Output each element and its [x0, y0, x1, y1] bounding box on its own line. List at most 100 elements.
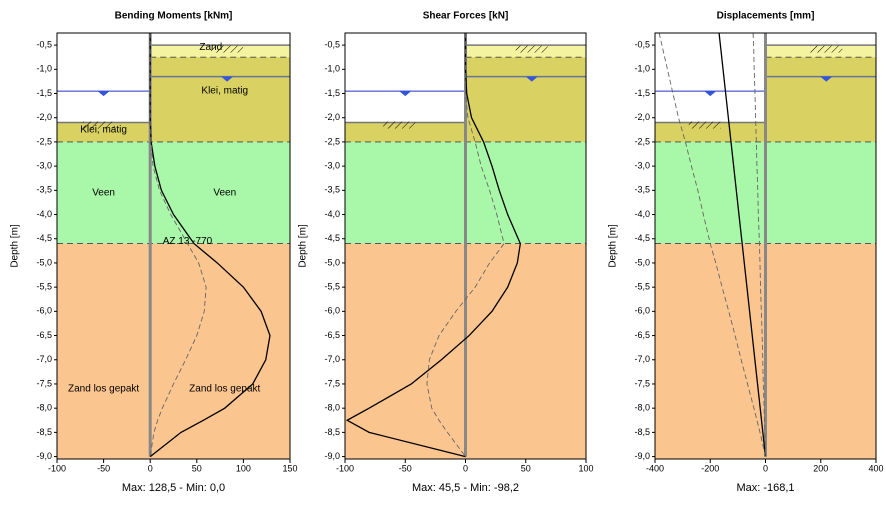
y-tick-label: -1,0 [324, 64, 340, 74]
soil-layer [57, 122, 151, 142]
x-tick-label: -100 [48, 463, 66, 473]
y-tick-label: -9,0 [634, 451, 650, 461]
y-tick-label: -4,5 [634, 233, 650, 243]
y-tick-label: -5,5 [324, 282, 340, 292]
surface-hatch [211, 45, 244, 53]
summary: Max: 45,5 - Min: -98,2 [412, 482, 519, 494]
x-tick-label: 100 [236, 463, 251, 473]
water-marker [97, 91, 110, 97]
y-tick-label: -1,5 [634, 88, 650, 98]
x-tick-label: -200 [701, 463, 719, 473]
plot-area: Zand Klei, matig Klei, matig Veen Veen AZ 13 … [57, 33, 290, 459]
surface-hatch [383, 121, 416, 129]
y-tick-label: -5,0 [324, 257, 340, 267]
x-tick-label: -50 [97, 463, 110, 473]
y-tick-label: -8,5 [634, 427, 650, 437]
result-line [658, 33, 766, 457]
soil-label: Klei, matig [201, 86, 248, 97]
y-tick-label: -5,0 [634, 257, 650, 267]
chart-title: Bending Moments [kNm] [115, 11, 233, 22]
soil-layer [655, 243, 766, 459]
chart-title: Shear Forces [kN] [423, 11, 509, 22]
soil-label: Zand los gepakt [189, 383, 260, 394]
y-tick-label: -5,0 [36, 257, 52, 267]
soil-label: Klei, matig [80, 124, 127, 135]
soil-layer [765, 57, 876, 142]
y-tick-label: -1,0 [634, 64, 650, 74]
water-marker [221, 76, 234, 82]
plot-frame [56, 32, 291, 460]
y-tick-label: -3,5 [36, 185, 52, 195]
summary: Max: 128,5 - Min: 0,0 [122, 482, 225, 494]
y-tick-label: -0,5 [324, 39, 340, 49]
y-tick-label: -7,5 [634, 378, 650, 388]
soil-layer [57, 141, 151, 244]
y-tick-label: -2,0 [324, 112, 340, 122]
y-tick-label: -6,0 [36, 306, 52, 316]
y-axis-label: Depth [m] [10, 224, 21, 268]
y-tick-label: -2,5 [634, 136, 650, 146]
y-tick-label: -5,5 [36, 282, 52, 292]
y-tick-label: -2,5 [36, 136, 52, 146]
soil-label: Veen [92, 187, 115, 198]
y-tick-label: -9,0 [36, 451, 52, 461]
y-tick-label: -7,0 [36, 354, 52, 364]
water-marker [525, 76, 538, 82]
x-tick-label: 200 [813, 463, 828, 473]
x-tick-label: -100 [336, 463, 354, 473]
soil-layer [57, 243, 151, 459]
y-tick-label: -7,5 [324, 378, 340, 388]
x-tick-label: -400 [646, 463, 664, 473]
x-tick-label: 0 [463, 463, 468, 473]
soil-layer [150, 243, 290, 459]
y-tick-label: -6,5 [634, 330, 650, 340]
water-marker [704, 91, 717, 97]
y-tick-label: -8,0 [634, 403, 650, 413]
plot-area [655, 33, 876, 459]
y-tick-label: -2,0 [36, 112, 52, 122]
y-tick-label: -9,0 [324, 451, 340, 461]
x-tick-label: 50 [192, 463, 202, 473]
soil-layer [465, 141, 586, 244]
y-tick-label: -6,0 [324, 306, 340, 316]
y-tick-label: -7,0 [324, 354, 340, 364]
soil-label: Zand los gepakt [68, 383, 139, 394]
y-tick-label: -4,5 [36, 233, 52, 243]
y-tick-label: -7,5 [36, 378, 52, 388]
surface-hatch [688, 121, 721, 129]
result-line [752, 33, 766, 457]
soil-layer [345, 122, 466, 142]
soil-layer [655, 122, 766, 142]
y-tick-label: -5,5 [634, 282, 650, 292]
result-line [149, 33, 207, 457]
y-tick-label: -8,5 [324, 427, 340, 437]
soil-layer [765, 141, 876, 244]
soil-layer [150, 141, 290, 244]
y-tick-label: -6,5 [36, 330, 52, 340]
y-axis-label: Depth [m] [298, 224, 309, 268]
x-tick-label: 0 [148, 463, 153, 473]
y-tick-label: -1,5 [36, 88, 52, 98]
soil-layer [655, 141, 766, 244]
y-tick-label: -4,0 [324, 209, 340, 219]
y-tick-label: -7,0 [634, 354, 650, 364]
soil-layer [345, 243, 466, 459]
result-line [718, 33, 767, 457]
y-axis-label: Depth [m] [608, 224, 619, 268]
x-tick-label: 150 [282, 463, 297, 473]
y-tick-label: -3,0 [324, 161, 340, 171]
y-tick-label: -4,5 [324, 233, 340, 243]
result-line [345, 33, 522, 458]
y-tick-label: -3,5 [634, 185, 650, 195]
result-line [426, 33, 505, 457]
chart-title: Displacements [mm] [717, 11, 815, 22]
surface-hatch [515, 45, 548, 53]
surface-hatch [810, 45, 843, 53]
y-tick-label: -3,5 [324, 185, 340, 195]
x-tick-label: 100 [578, 463, 593, 473]
surface-hatch [82, 121, 115, 129]
soil-label: Veen [213, 187, 236, 198]
y-tick-label: -1,0 [36, 64, 52, 74]
y-tick-label: -0,5 [634, 39, 650, 49]
